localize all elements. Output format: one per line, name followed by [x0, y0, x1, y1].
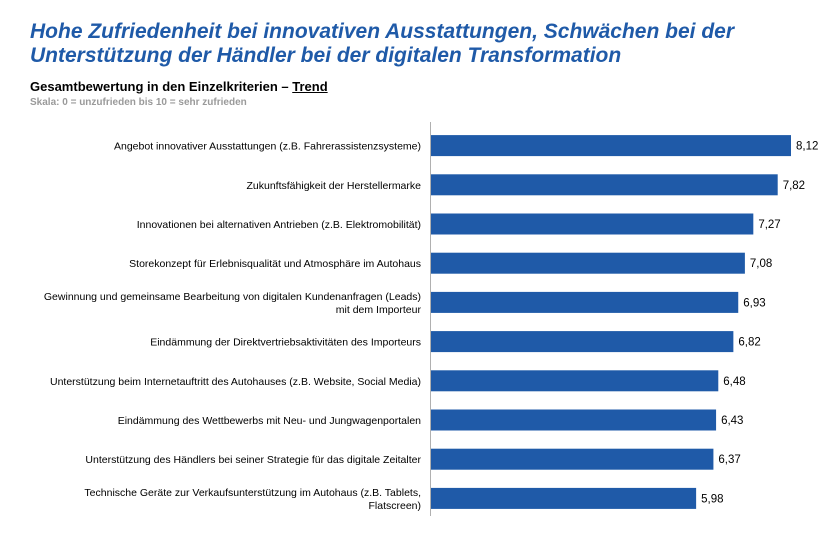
bar-2	[431, 174, 778, 196]
category-label-7: Unterstützung beim Internetauftritt des …	[50, 376, 421, 388]
bar-5	[431, 291, 739, 313]
subtitle-trend: Trend	[292, 79, 328, 94]
value-label-9: 6,37	[718, 454, 740, 466]
scale-note: Skala: 0 = unzufrieden bis 10 = sehr zuf…	[30, 97, 247, 108]
bar-1	[431, 135, 791, 157]
bar-6	[431, 331, 734, 353]
value-label-10: 5,98	[701, 493, 723, 505]
value-label-1: 8,12	[796, 141, 818, 153]
category-label-5-line-1: Gewinnung und gemeinsame Bearbeitung von…	[44, 291, 421, 303]
bar-8	[431, 409, 717, 431]
category-label-2: Zukunftsfähigkeit der Herstellermarke	[247, 180, 422, 192]
category-label-1: Angebot innovativer Ausstattungen (z.B. …	[114, 141, 421, 153]
bar-3	[431, 213, 754, 235]
bar-10	[431, 487, 697, 509]
value-label-6: 6,82	[738, 337, 760, 349]
bar-7	[431, 370, 719, 392]
value-label-7: 6,48	[723, 376, 745, 388]
bar-9	[431, 448, 714, 470]
chart-subtitle: Gesamtbewertung in den Einzelkriterien –…	[30, 79, 328, 94]
category-label-6: Eindämmung der Direktvertriebsaktivitäte…	[150, 337, 421, 349]
category-label-3: Innovationen bei alternativen Antrieben …	[137, 219, 421, 231]
bar-4	[431, 252, 745, 274]
subtitle-main: Gesamtbewertung in den Einzelkriterien –	[30, 79, 293, 94]
category-label-8: Eindämmung des Wettbewerbs mit Neu- und …	[118, 415, 421, 427]
category-label-5-line-2: mit dem Importeur	[336, 304, 422, 316]
value-label-8: 6,43	[721, 415, 743, 427]
value-label-2: 7,82	[783, 180, 805, 192]
category-label-9: Unterstützung des Händlers bei seiner St…	[85, 454, 421, 466]
value-label-5: 6,93	[743, 297, 765, 309]
category-label-10-line-2: Flatscreen)	[368, 500, 421, 512]
headline: Hohe Zufriedenheit bei innovativen Ausst…	[30, 20, 734, 67]
category-label-10-line-1: Technische Geräte zur Verkaufsunterstütz…	[84, 487, 421, 499]
category-label-4: Storekonzept für Erlebnisqualität und At…	[129, 258, 421, 270]
value-label-3: 7,27	[758, 219, 780, 231]
value-label-4: 7,08	[750, 258, 772, 270]
